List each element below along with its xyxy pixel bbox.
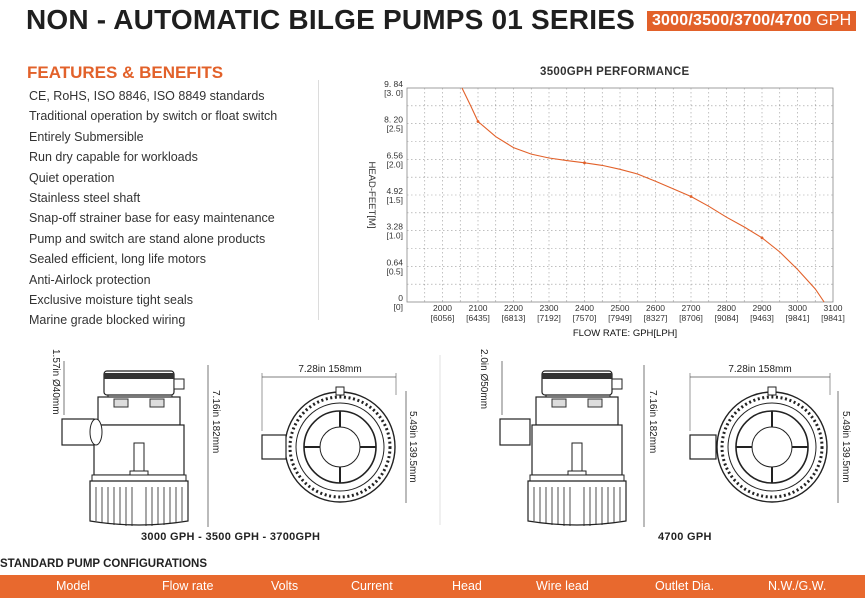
x-tick-sub-label: [8327] [644, 313, 668, 323]
x-tick-label: 3000 [788, 303, 807, 313]
chart-ticks: 0[0] 0.64[0.5] 3.28[1.0] 4.92[1.5] 6.56[2.0]… [384, 80, 845, 323]
feature-item: Marine grade blocked wiring [29, 313, 186, 328]
x-tick-label: 2500 [611, 303, 630, 313]
y-tick-label: 6.56 [386, 150, 403, 160]
y-tick-sub-label: [0.5] [386, 266, 403, 276]
feature-item: Quiet operation [29, 170, 115, 185]
x-tick-sub-label: [9084] [715, 313, 739, 323]
x-tick-sub-label: [7949] [608, 313, 632, 323]
feature-item: CE, RoHS, ISO 8846, ISO 8849 standards [29, 89, 265, 103]
x-tick-sub-label: [9841] [821, 313, 845, 323]
pump-side-view-large [499, 370, 627, 527]
x-tick-sub-label: [6813] [502, 313, 526, 323]
left-height-dim: 7.16in 182mm [210, 390, 221, 453]
features-heading: FEATURES & BENEFITS [27, 63, 224, 82]
features-list: CE, RoHS, ISO 8846, ISO 8849 standards T… [29, 86, 277, 331]
x-tick-sub-label: [9841] [786, 313, 810, 323]
y-tick-label: 8. 20 [384, 115, 403, 125]
y-tick-label: 9. 84 [384, 80, 403, 89]
col-wire-lead: Wire lead [536, 579, 589, 593]
feature-item: Sealed efficient, long life motors [29, 252, 206, 267]
col-flow-rate: Flow rate [162, 579, 214, 593]
x-tick-sub-label: [8706] [679, 313, 703, 323]
y-tick-sub-label: [0] [394, 302, 403, 312]
x-tick-label: 3100 [824, 303, 843, 313]
title-main: NON - AUTOMATIC BILGE PUMPS 01 SERIES [26, 4, 635, 35]
x-tick-sub-label: [6056] [431, 313, 455, 323]
page-title: NON - AUTOMATIC BILGE PUMPS 01 SERIES 30… [26, 4, 857, 36]
col-head: Head [452, 579, 482, 593]
y-axis-label: HEAD-FEET[M] [366, 161, 377, 228]
pump-top-view-small [261, 385, 397, 504]
pump-top-view-large [689, 385, 829, 504]
feature-item: Entirely Submersible [29, 129, 144, 144]
col-outlet-dia: Outlet Dia. [655, 579, 715, 593]
x-tick-label: 2300 [540, 303, 559, 313]
y-tick-label: 3.28 [386, 222, 403, 232]
feature-item: Run dry capable for workloads [29, 150, 198, 165]
badge-unit: GPH [816, 12, 852, 29]
x-tick-sub-label: [9463] [750, 313, 774, 323]
feature-item: Snap-off strainer base for easy maintena… [29, 211, 275, 226]
x-tick-label: 2600 [646, 303, 665, 313]
left-width-dim: 7.28in 158mm [298, 364, 361, 375]
y-tick-label: 0 [398, 293, 403, 303]
y-tick-sub-label: [2.0] [386, 159, 403, 169]
y-tick-sub-label: [2.5] [386, 124, 403, 134]
chart-grid [406, 87, 834, 303]
right-height-dim: 7.16in 182mm [647, 390, 658, 453]
column-divider [318, 80, 319, 320]
x-tick-sub-label: [7192] [537, 313, 561, 323]
x-tick-label: 2200 [504, 303, 523, 313]
table-header-row: Model Flow rate Volts Current Head Wire … [0, 575, 865, 598]
right-height-label: 2.0in Ø50mm [478, 349, 489, 409]
badge-rates: 3000/3500/3700/4700 [651, 12, 812, 29]
y-tick-label: 4.92 [386, 186, 403, 196]
pump-side-view-small [61, 370, 189, 527]
pump-drawings: 1.57in Ø40mm 7.16in 182mm 7.28in 158mm 5… [50, 349, 851, 527]
caption-small-pumps: 3000 GPH - 3500 GPH - 3700GPH [141, 531, 321, 543]
col-volts: Volts [271, 579, 299, 593]
y-tick-label: 0.64 [386, 257, 403, 267]
x-tick-label: 2800 [717, 303, 736, 313]
col-weight: N.W./G.W. [768, 579, 827, 593]
right-base-dim: 5.49in 139.5mm [840, 411, 851, 483]
x-tick-label: 2900 [753, 303, 772, 313]
x-tick-label: 2700 [682, 303, 701, 313]
performance-chart: 0[0] 0.64[0.5] 3.28[1.0] 4.92[1.5] 6.56[2.0]… [366, 80, 845, 339]
feature-item: Anti-Airlock protection [29, 272, 151, 287]
right-width-dim: 7.28in 158mm [728, 364, 791, 375]
left-base-dim: 5.49in 139.5mm [407, 411, 418, 483]
feature-item: Exclusive moisture tight seals [29, 292, 193, 307]
gph-badge: 3000/3500/3700/4700 GPH [646, 11, 857, 31]
y-tick-sub-label: [1.0] [386, 231, 403, 241]
left-height-label: 1.57in Ø40mm [50, 349, 61, 415]
col-current: Current [351, 579, 393, 593]
feature-item: Traditional operation by switch or float… [29, 109, 278, 124]
feature-item: Stainless steel shaft [29, 190, 141, 205]
x-tick-label: 2100 [469, 303, 488, 313]
col-model: Model [56, 579, 91, 593]
feature-item: Pump and switch are stand alone products [29, 231, 266, 246]
chart-title: 3500GPH PERFORMANCE [540, 66, 690, 78]
x-tick-sub-label: [7570] [573, 313, 597, 323]
y-tick-sub-label: [3. 0] [384, 88, 403, 98]
x-tick-label: 2000 [433, 303, 452, 313]
x-tick-label: 2400 [575, 303, 594, 313]
series-line-3500gph [461, 87, 825, 303]
y-tick-sub-label: [1.5] [386, 195, 403, 205]
x-tick-sub-label: [6435] [466, 313, 490, 323]
caption-large-pump: 4700 GPH [658, 531, 712, 543]
x-axis-label: FLOW RATE: GPH[LPH] [573, 328, 677, 339]
table-heading: STANDARD PUMP CONFIGURATIONS [0, 558, 207, 570]
